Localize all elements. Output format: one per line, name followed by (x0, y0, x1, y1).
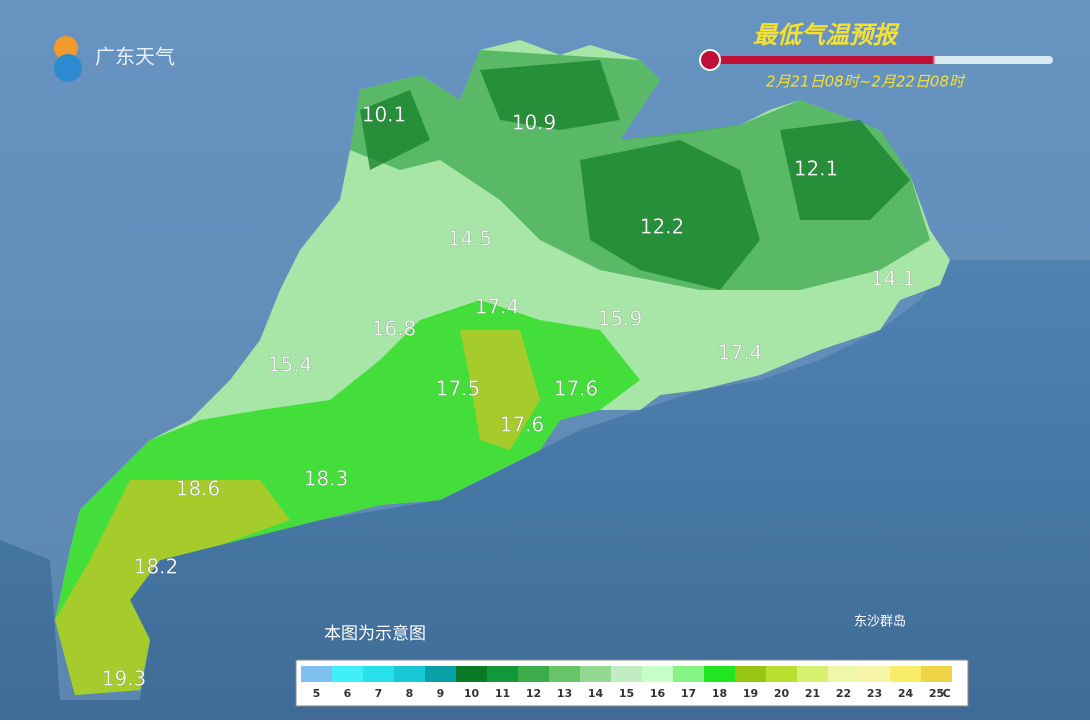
legend-swatch (487, 666, 518, 682)
legend-label: 19 (743, 687, 758, 700)
legend-swatch (766, 666, 797, 682)
legend: 5 6 7 8 9 10 11 12 13 14 15 16 17 18 19 20 21 22 23 24 25℃ (301, 666, 952, 700)
island-label: 东沙群岛 (854, 614, 906, 630)
legend-label: 7 (375, 687, 383, 700)
temp-label: 12.2 (640, 215, 685, 239)
temp-label: 16.8 (372, 317, 417, 341)
temp-label: 18.3 (304, 467, 349, 491)
legend-swatch (611, 666, 642, 682)
legend-label: 21 (805, 687, 820, 700)
warmest-zone (55, 330, 540, 695)
legend-label: 15 (619, 687, 634, 700)
temp-label: 17.5 (436, 377, 481, 401)
logo-sun (54, 36, 78, 60)
temp-label: 18.2 (134, 555, 179, 579)
legend-swatch (301, 666, 332, 682)
legend-label: 18 (712, 687, 727, 700)
note: 本图为示意图 (324, 624, 426, 644)
legend-label: 12 (526, 687, 541, 700)
legend-label: 17 (681, 687, 696, 700)
legend-label: 16 (650, 687, 666, 700)
legend-swatch (363, 666, 394, 682)
legend-swatch (580, 666, 611, 682)
legend-swatch (704, 666, 735, 682)
legend-swatch (394, 666, 425, 682)
legend-label: 14 (588, 687, 604, 700)
temp-label: 14.5 (448, 227, 493, 251)
thermo-bar (708, 56, 1053, 64)
legend-label: 22 (836, 687, 851, 700)
temp-label: 15.9 (598, 307, 643, 331)
legend-swatch (797, 666, 828, 682)
legend-label: 20 (774, 687, 790, 700)
temp-label: 15.4 (268, 353, 313, 377)
legend-label: 8 (406, 687, 414, 700)
temp-label: 17.6 (500, 413, 545, 437)
legend-swatch (859, 666, 890, 682)
labels: 10.1 10.9 12.1 12.2 14.5 14.1 17.4 16.8 15.9 17.4… (101, 102, 916, 691)
legend-label: 25 (929, 687, 944, 700)
temp-label: 17.4 (475, 295, 520, 319)
legend-label: 10 (464, 687, 480, 700)
logo-wave (54, 54, 82, 82)
legend-swatch (518, 666, 549, 682)
legend-label: 24 (898, 687, 914, 700)
legend-label: 23 (867, 687, 882, 700)
subtitle: 2月21日08时~2月22日08时 (766, 73, 966, 91)
legend-label: 11 (495, 687, 510, 700)
temp-label: 10.9 (512, 111, 557, 135)
legend-swatch (425, 666, 456, 682)
legend-swatch (828, 666, 859, 682)
legend-label: 6 (344, 687, 352, 700)
legend-swatch (890, 666, 921, 682)
temp-label: 10.1 (362, 103, 407, 127)
legend-swatch (673, 666, 704, 682)
legend-label: 5 (313, 687, 321, 700)
temp-label: 14.1 (871, 267, 916, 291)
thermo-bulb (699, 49, 721, 71)
temp-label: 17.6 (554, 377, 599, 401)
logo-text: 广东天气 (95, 45, 175, 69)
legend-label: 13 (557, 687, 572, 700)
legend-swatch (549, 666, 580, 682)
legend-swatch (642, 666, 673, 682)
legend-unit: ℃ (937, 687, 950, 700)
temp-label: 18.6 (176, 477, 221, 501)
temp-label: 12.1 (794, 157, 839, 181)
legend-label: 9 (437, 687, 445, 700)
cold-core (360, 60, 910, 290)
title: 最低气温预报 (753, 21, 900, 49)
legend-swatch (921, 666, 952, 682)
legend-swatch (735, 666, 766, 682)
temp-label: 17.4 (718, 341, 763, 365)
legend-swatch (332, 666, 363, 682)
legend-swatch (456, 666, 487, 682)
temp-label: 19.3 (102, 667, 147, 691)
